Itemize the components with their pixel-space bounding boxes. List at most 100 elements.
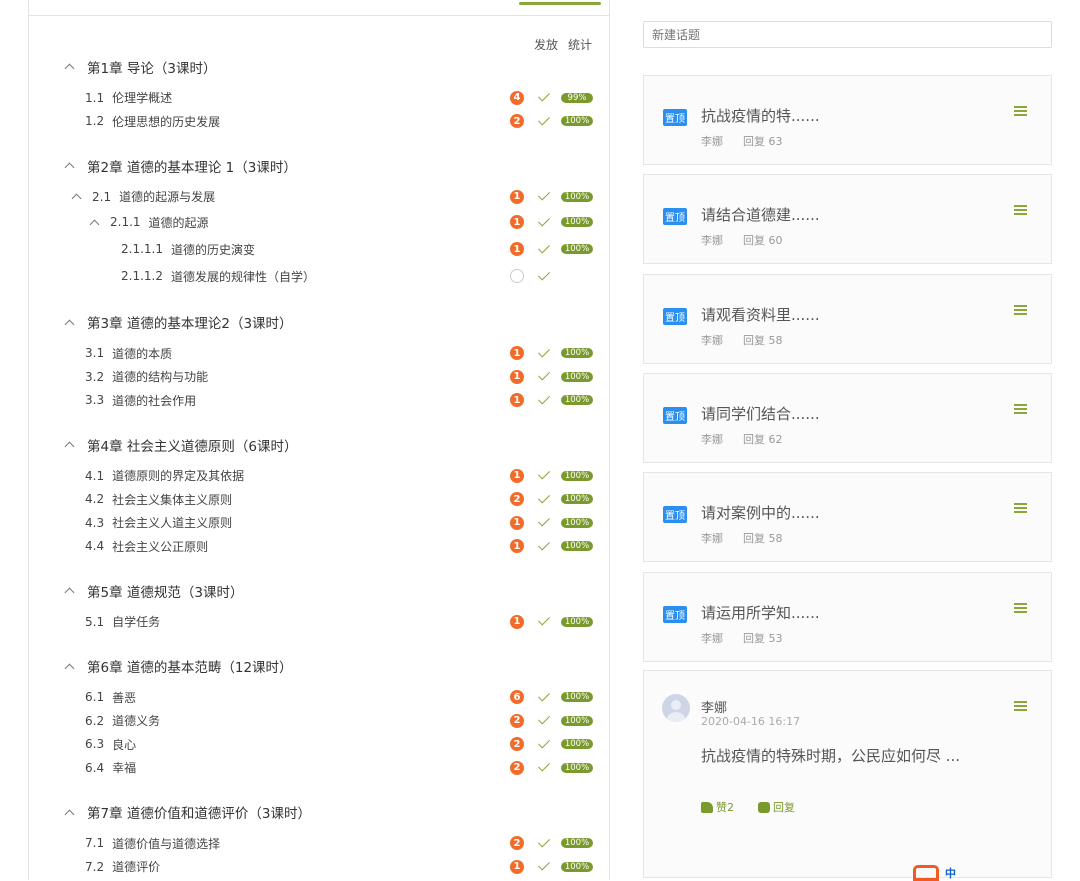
section-number: 6.2 bbox=[85, 713, 105, 728]
topic-card[interactable]: 置顶 请同学们结合...... 李娜 回复 62 bbox=[643, 372, 1052, 463]
topic-title[interactable]: 请观看资料里...... bbox=[701, 305, 820, 324]
chapter-title: 第5章 道德规范（3课时） bbox=[87, 584, 244, 601]
collapse-icon[interactable] bbox=[71, 193, 82, 204]
topic-card[interactable]: 置顶 请观看资料里...... 李娜 回复 58 bbox=[643, 273, 1052, 364]
chapter-header[interactable]: 第2章 道德的基本理论 1（3课时） bbox=[29, 154, 609, 177]
topic-card[interactable]: 置顶 请运用所学知...... 李娜 回复 53 bbox=[643, 571, 1052, 662]
topic-title[interactable]: 抗战疫情的特...... bbox=[701, 107, 820, 125]
section-number: 4.2 bbox=[85, 492, 105, 507]
section-title: 幸福 bbox=[112, 761, 137, 776]
topic-card[interactable]: 置顶 请结合道德建...... 李娜 回复 60 bbox=[643, 174, 1052, 265]
section-item[interactable]: 6.4 幸福 2 100% bbox=[29, 756, 609, 780]
collapse-icon[interactable] bbox=[64, 319, 75, 329]
like-button[interactable]: 赞2 bbox=[716, 801, 734, 814]
progress-badge: 100% bbox=[561, 739, 593, 750]
section-item[interactable]: 2.1.1 道德的起源 1 100% bbox=[29, 209, 609, 236]
chapter-header[interactable]: 第7章 道德价值和道德评价（3课时） bbox=[29, 801, 609, 824]
section-title: 道德的社会作用 bbox=[112, 393, 197, 408]
pinned-badge: 置顶 bbox=[663, 307, 687, 325]
ime-toolbar[interactable]: 中 bbox=[913, 865, 1053, 881]
section-item[interactable]: 7.1 道德价值与道德选择 2 100% bbox=[29, 832, 609, 856]
section-item[interactable]: 3.2 道德的结构与功能 1 100% bbox=[29, 365, 609, 389]
section-title: 道德的历史演变 bbox=[170, 242, 255, 257]
section-number: 1.1 bbox=[85, 90, 105, 105]
menu-icon[interactable] bbox=[1014, 403, 1027, 414]
new-topic-input[interactable] bbox=[643, 21, 1052, 48]
section-number: 4.3 bbox=[85, 515, 105, 530]
section-title: 自学任务 bbox=[112, 615, 161, 630]
section-item[interactable]: 7.2 道德评价 1 100% bbox=[29, 855, 609, 879]
count-badge: 1 bbox=[510, 614, 524, 629]
menu-icon[interactable] bbox=[1014, 304, 1027, 315]
chapter-header[interactable]: 第1章 导论（3课时） bbox=[29, 55, 609, 78]
section-title: 道德的起源与发展 bbox=[119, 190, 216, 205]
topic-author: 李娜 bbox=[701, 432, 723, 446]
menu-icon[interactable] bbox=[1014, 205, 1027, 216]
progress-badge: 100% bbox=[561, 395, 593, 406]
section-item[interactable]: 5.1 自学任务 1 100% bbox=[29, 610, 609, 634]
reply-count: 回复 60 bbox=[743, 234, 783, 248]
pinned-badge: 置顶 bbox=[663, 208, 687, 226]
check-icon bbox=[537, 345, 551, 358]
empty-badge bbox=[510, 269, 524, 283]
section-item[interactable]: 2.1.1.2 道德发展的规律性（自学） bbox=[29, 263, 609, 290]
reply-button[interactable]: 回复 bbox=[773, 801, 795, 814]
topic-title[interactable]: 请同学们结合...... bbox=[701, 404, 820, 423]
section-item[interactable]: 4.2 社会主义集体主义原则 2 100% bbox=[29, 488, 609, 512]
collapse-icon[interactable] bbox=[64, 587, 75, 598]
section-item[interactable]: 6.2 道德义务 2 100% bbox=[29, 709, 609, 733]
section-item[interactable]: 4.4 社会主义公正原则 1 100% bbox=[29, 535, 609, 559]
chapter-title: 第4章 社会主义道德原则（6课时） bbox=[87, 438, 298, 455]
section-item[interactable]: 3.3 道德的社会作用 1 100% bbox=[29, 389, 609, 413]
section-item[interactable]: 2.1 道德的起源与发展 1 100% bbox=[29, 185, 609, 209]
topic-card[interactable]: 置顶 抗战疫情的特...... 李娜 回复 63 bbox=[643, 75, 1052, 165]
count-badge: 4 bbox=[510, 90, 524, 105]
progress-badge: 100% bbox=[561, 470, 593, 481]
section-item[interactable]: 4.3 社会主义人道主义原则 1 100% bbox=[29, 511, 609, 535]
chapter-header[interactable]: 第4章 社会主义道德原则（6课时） bbox=[29, 433, 609, 456]
collapse-icon[interactable] bbox=[64, 809, 75, 819]
count-badge: 1 bbox=[510, 393, 524, 408]
post-text[interactable]: 抗战疫情的特殊时期，公民应如何尽 ... bbox=[701, 747, 961, 765]
section-item[interactable]: 1.1 伦理学概述 4 99% bbox=[29, 86, 609, 110]
section-number: 5.1 bbox=[85, 614, 105, 629]
count-badge: 6 bbox=[510, 690, 524, 705]
section-title: 道德的起源 bbox=[148, 215, 209, 230]
section-title: 道德价值与道德选择 bbox=[112, 836, 221, 851]
thumbs-up-icon[interactable] bbox=[701, 801, 713, 813]
chapter-header[interactable]: 第6章 道德的基本范畴（12课时） bbox=[29, 655, 609, 678]
section-number: 7.1 bbox=[85, 836, 105, 851]
chapter-header[interactable]: 第5章 道德规范（3课时） bbox=[29, 579, 609, 602]
section-item[interactable]: 6.1 善恶 6 100% bbox=[29, 686, 609, 710]
collapse-icon[interactable] bbox=[64, 63, 75, 74]
section-item[interactable]: 6.3 良心 2 100% bbox=[29, 733, 609, 757]
collapse-icon[interactable] bbox=[64, 663, 75, 673]
section-item[interactable]: 3.1 道德的本质 1 100% bbox=[29, 342, 609, 366]
progress-badge: 100% bbox=[561, 191, 593, 202]
section-item[interactable]: 4.1 道德原则的界定及其依据 1 100% bbox=[29, 464, 609, 488]
menu-icon[interactable] bbox=[1014, 701, 1027, 711]
check-icon bbox=[537, 736, 551, 749]
chapter-header[interactable]: 第3章 道德的基本理论2（3课时） bbox=[29, 311, 609, 334]
section-number: 4.4 bbox=[85, 539, 105, 554]
comment-icon[interactable] bbox=[758, 801, 770, 813]
section-title: 善恶 bbox=[112, 690, 137, 705]
collapse-icon[interactable] bbox=[89, 219, 100, 229]
menu-icon[interactable] bbox=[1014, 503, 1027, 514]
topic-card[interactable]: 置顶 请对案例中的...... 李娜 回复 58 bbox=[643, 472, 1052, 563]
menu-icon[interactable] bbox=[1014, 602, 1027, 613]
chapter-title: 第1章 导论（3课时） bbox=[87, 60, 217, 77]
section-item[interactable]: 2.1.1.1 道德的历史演变 1 100% bbox=[29, 236, 609, 263]
topic-title[interactable]: 请运用所学知...... bbox=[701, 603, 820, 622]
collapse-icon[interactable] bbox=[64, 162, 75, 173]
progress-badge: 100% bbox=[561, 838, 593, 849]
collapse-icon[interactable] bbox=[64, 441, 75, 452]
check-icon bbox=[537, 491, 551, 504]
topic-title[interactable]: 请结合道德建...... bbox=[701, 206, 820, 225]
count-badge: 2 bbox=[510, 760, 524, 775]
count-badge: 1 bbox=[510, 369, 524, 384]
ime-lang-toggle[interactable]: 中 bbox=[945, 867, 956, 880]
menu-icon[interactable] bbox=[1014, 106, 1027, 116]
topic-title[interactable]: 请对案例中的...... bbox=[701, 504, 820, 523]
section-item[interactable]: 1.2 伦理思想的历史发展 2 100% bbox=[29, 110, 609, 134]
